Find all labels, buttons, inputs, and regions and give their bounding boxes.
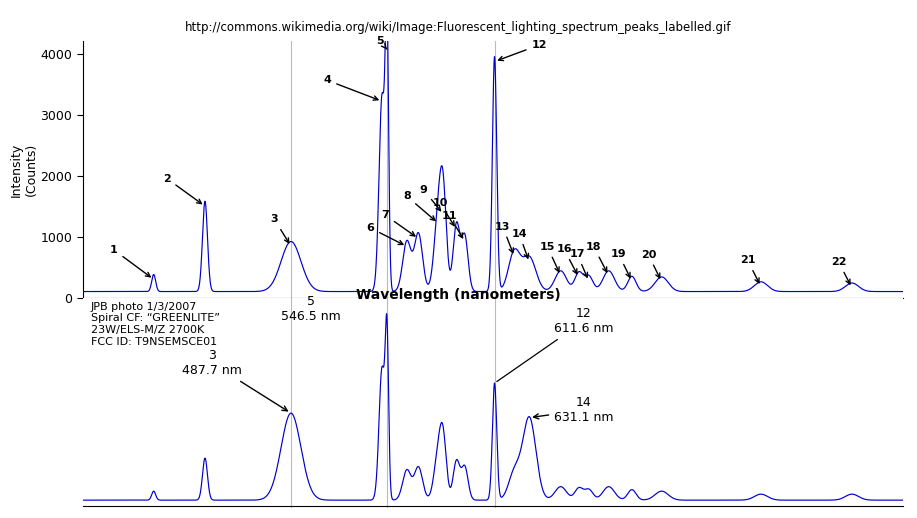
Text: 12
611.6 nm: 12 611.6 nm <box>497 307 613 382</box>
Text: 2: 2 <box>163 174 202 204</box>
Text: 3: 3 <box>271 214 289 243</box>
Text: 5: 5 <box>377 36 387 49</box>
Text: 8: 8 <box>403 191 435 220</box>
Text: 1: 1 <box>110 245 150 277</box>
Text: 15: 15 <box>540 242 559 272</box>
Text: 18: 18 <box>586 242 607 272</box>
Text: JPB photo 1/3/2007
Spiral CF: “GREENLITE”
23W/ELS-M/Z 2700K
FCC ID: T9NSEMSCE01: JPB photo 1/3/2007 Spiral CF: “GREENLITE… <box>91 302 220 347</box>
Text: 3
487.7 nm: 3 487.7 nm <box>182 349 287 411</box>
Text: 13: 13 <box>495 222 514 253</box>
Text: 19: 19 <box>611 249 630 277</box>
Text: 22: 22 <box>831 257 850 284</box>
Text: http://commons.wikimedia.org/wiki/Image:Fluorescent_lighting_spectrum_peaks_labe: http://commons.wikimedia.org/wiki/Image:… <box>185 21 732 34</box>
Text: 12: 12 <box>499 40 547 61</box>
Text: 9: 9 <box>419 184 440 211</box>
Text: 10: 10 <box>432 198 454 226</box>
Text: 14: 14 <box>512 229 528 258</box>
Text: 7: 7 <box>381 210 414 236</box>
Text: 16: 16 <box>557 244 577 274</box>
Text: 14
631.1 nm: 14 631.1 nm <box>534 396 613 424</box>
Text: 20: 20 <box>641 250 660 278</box>
Y-axis label: Intensity
(Counts): Intensity (Counts) <box>9 142 38 197</box>
Text: 17: 17 <box>569 249 588 277</box>
Text: 4: 4 <box>324 75 378 100</box>
Text: 6: 6 <box>367 223 403 244</box>
Text: 21: 21 <box>740 255 759 283</box>
Text: 5
546.5 nm: 5 546.5 nm <box>281 295 341 323</box>
Text: 11: 11 <box>442 211 462 238</box>
Text: Wavelength (nanometers): Wavelength (nanometers) <box>356 288 561 302</box>
